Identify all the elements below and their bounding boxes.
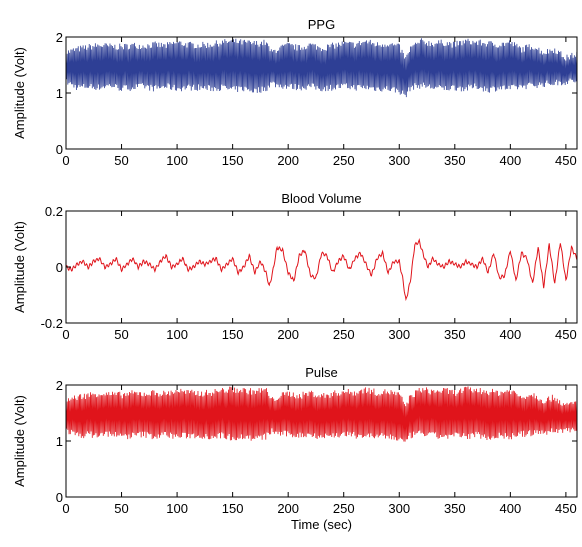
x-tick-label: 200 [277,327,299,342]
x-tick-label: 450 [555,153,577,168]
x-tick-label: 350 [444,153,466,168]
y-tick-label: 0 [56,260,63,275]
x-tick-label: 450 [555,501,577,516]
y-axis-label: Amplitude (Volt) [12,395,27,487]
x-tick-label: 200 [277,153,299,168]
x-tick-label: 350 [444,327,466,342]
x-tick-label: 400 [499,153,521,168]
x-tick-label: 400 [499,327,521,342]
x-tick-label: 150 [222,501,244,516]
chart-panel-2: 0 50 100 150 200 250 300 350 400 450-0.200.2Blood… [12,191,578,342]
x-tick-label: 0 [62,153,69,168]
x-tick-label: 50 [114,153,128,168]
y-tick-label: 0 [56,490,63,505]
x-tick-label: 200 [277,501,299,516]
x-tick-label: 350 [444,501,466,516]
chart-title: Pulse [305,365,338,380]
x-tick-label: 250 [333,501,355,516]
x-axis-label: Time (sec) [291,517,352,532]
chart-title: PPG [308,17,335,32]
x-tick-label: 50 [114,327,128,342]
y-tick-label: -0.2 [41,316,63,331]
y-tick-label: 2 [56,378,63,393]
y-tick-label: 0.2 [45,204,63,219]
series-line [66,38,577,98]
y-tick-label: 0 [56,142,63,157]
series-line [66,386,577,442]
x-tick-label: 150 [222,327,244,342]
x-tick-label: 300 [388,327,410,342]
x-tick-label: 100 [166,501,188,516]
x-tick-label: 0 [62,501,69,516]
y-tick-label: 1 [56,86,63,101]
x-tick-label: 50 [114,501,128,516]
y-axis-label: Amplitude (Volt) [12,221,27,313]
x-tick-label: 250 [333,327,355,342]
x-tick-label: 150 [222,153,244,168]
x-tick-label: 100 [166,327,188,342]
axes-box [65,210,578,324]
chart-panel-1: 0 50 100 150 200 250 300 350 400 450 0 1 2 PPG Amplitu… [12,17,578,168]
chart-panel-3: 0 50 100 150 200 250 300 350 400 450 0 1 2 Pulse Ampli… [12,365,578,532]
y-tick-label: 2 [56,30,63,45]
x-tick-label: 0 [62,327,69,342]
y-tick-label: 1 [56,434,63,449]
x-tick-label: 300 [388,501,410,516]
chart-title: Blood Volume [281,191,361,206]
x-tick-label: 450 [555,327,577,342]
y-axis-label: Amplitude (Volt) [12,47,27,139]
x-tick-label: 250 [333,153,355,168]
x-tick-label: 100 [166,153,188,168]
x-tick-label: 400 [499,501,521,516]
x-tick-label: 300 [388,153,410,168]
series-line [66,238,577,302]
